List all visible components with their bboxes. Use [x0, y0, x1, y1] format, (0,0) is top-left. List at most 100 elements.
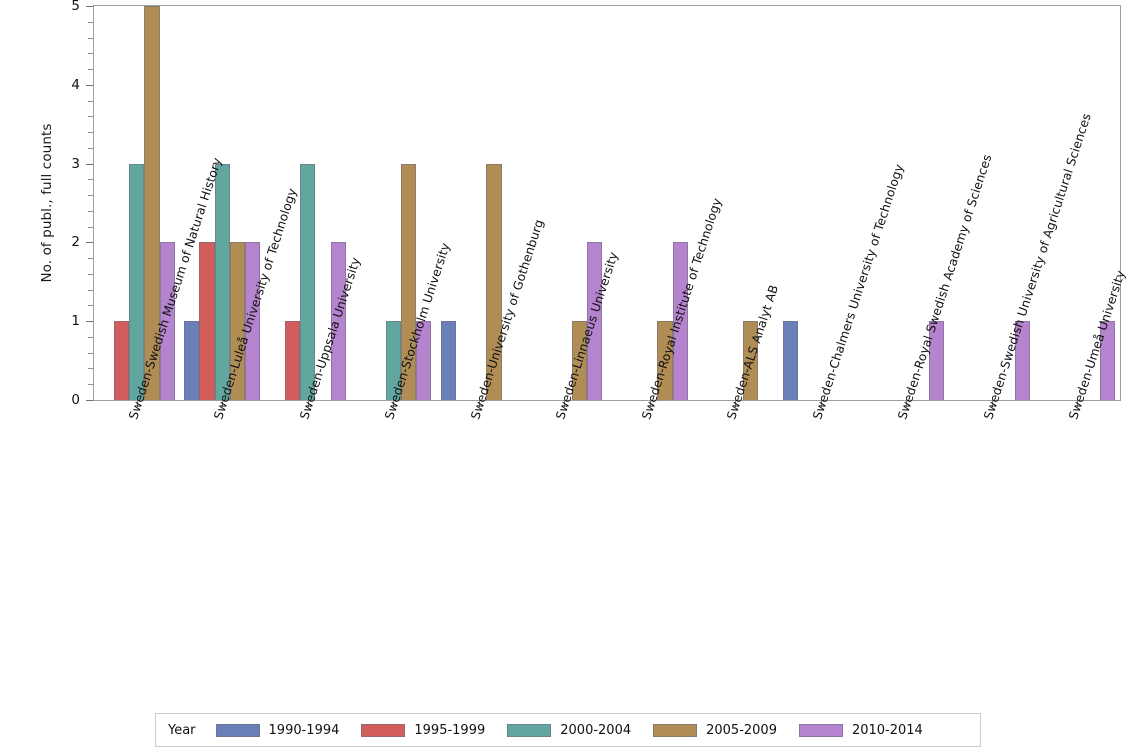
- legend-item[interactable]: 2005-2009: [653, 723, 777, 738]
- x-tick: [820, 401, 822, 407]
- y-tick-minor: [88, 305, 93, 307]
- x-tick: [478, 401, 480, 407]
- y-tick-minor: [88, 132, 93, 134]
- x-tick: [649, 401, 651, 407]
- y-tick-minor: [88, 195, 93, 197]
- bar: [1014, 321, 1030, 400]
- y-tick-minor: [88, 179, 93, 181]
- legend-item-label: 1990-1994: [268, 722, 340, 738]
- x-tick: [991, 401, 993, 407]
- y-tick-minor: [88, 352, 93, 354]
- y-tick-minor: [88, 116, 93, 118]
- legend-color-swatch: [507, 723, 552, 737]
- y-tick-label: 1: [71, 313, 80, 330]
- y-tick-minor: [88, 21, 93, 23]
- x-tick: [136, 401, 138, 407]
- legend-item[interactable]: 1995-1999: [361, 723, 485, 738]
- x-axis-category-label: Sweden-Swedish University of Agricultura…: [981, 111, 1094, 422]
- bar: [199, 242, 215, 400]
- y-tick-label: 4: [71, 76, 80, 93]
- legend-color-swatch: [361, 723, 406, 737]
- bar: [571, 321, 588, 400]
- y-tick-label: 2: [71, 234, 80, 251]
- bar: [440, 321, 456, 400]
- bar: [330, 242, 346, 400]
- bar: [129, 163, 145, 400]
- bar: [672, 242, 688, 400]
- legend-items: 1990-1994 1995-1999 2000-2004 2005-2009 2010…: [215, 722, 945, 738]
- y-tick-major: [86, 400, 93, 401]
- y-tick-minor: [88, 368, 93, 370]
- y-tick-minor: [88, 37, 93, 39]
- plot-area: [93, 5, 1121, 401]
- x-tick: [307, 401, 309, 407]
- legend-item[interactable]: 1990-1994: [215, 722, 340, 738]
- bar: [284, 321, 301, 400]
- y-tick-minor: [88, 226, 93, 228]
- bar: [245, 242, 261, 400]
- x-axis-category-label: Sweden-Luleå University of Technology: [211, 186, 300, 422]
- y-tick-minor: [88, 100, 93, 102]
- bar: [742, 321, 759, 400]
- bar: [657, 321, 673, 400]
- bar: [1100, 321, 1116, 400]
- x-axis-category-label: Sweden-Stockholm University: [382, 241, 454, 422]
- y-tick-minor: [88, 289, 93, 291]
- y-tick-major: [86, 163, 93, 165]
- bar: [300, 163, 316, 400]
- y-tick-minor: [88, 384, 93, 386]
- x-axis-category-label: Sweden-Royal Swedish Academy of Sciences: [895, 152, 995, 422]
- x-tick: [222, 401, 224, 407]
- bar: [159, 242, 175, 400]
- bar: [113, 321, 130, 400]
- legend-item[interactable]: 2000-2004: [507, 723, 631, 738]
- legend-title: Year: [168, 722, 196, 738]
- y-tick-major: [86, 84, 93, 86]
- bar: [416, 321, 432, 400]
- bars-container: [94, 6, 1120, 400]
- y-tick-minor: [88, 147, 93, 149]
- legend-item-label: 2010-2014: [851, 722, 923, 738]
- bar: [486, 163, 502, 400]
- y-tick-major: [86, 242, 93, 244]
- y-tick-label: 3: [71, 155, 80, 172]
- legend-item-label: 2000-2004: [560, 722, 632, 738]
- bar: [587, 242, 603, 400]
- y-tick-minor: [88, 273, 93, 275]
- bar: [214, 163, 230, 400]
- x-tick: [1077, 401, 1079, 407]
- x-axis-category-label: Sweden-Linnaeus University: [553, 250, 622, 422]
- x-axis-category-label: Sweden-University of Gothenburg: [468, 217, 547, 422]
- x-axis-category-label: Sweden-Royal Institute of Technology: [639, 196, 725, 422]
- y-tick-major: [86, 321, 93, 323]
- x-tick: [393, 401, 395, 407]
- legend-item-label: 1995-1999: [414, 722, 486, 738]
- x-tick: [906, 401, 908, 407]
- y-tick-label: 5: [71, 0, 80, 14]
- bar: [385, 321, 401, 400]
- bar: [184, 321, 200, 400]
- bar: [400, 163, 417, 400]
- x-axis-category-label: Sweden-ALS Analyt AB: [724, 283, 782, 422]
- x-axis-labels: Sweden-Swedish Museum of Natural History…: [126, 111, 1129, 422]
- y-tick-minor: [88, 69, 93, 71]
- legend: Year 1990-1994 1995-1999 2000-2004 2005-200…: [155, 713, 981, 747]
- x-axis-category-label: Sweden-Umeå University: [1066, 268, 1129, 422]
- legend-color-swatch: [653, 723, 698, 737]
- x-axis-category-label: Sweden-Uppsala University: [297, 255, 363, 422]
- legend-item[interactable]: 2010-2014: [798, 722, 923, 738]
- y-tick-label: 0: [71, 392, 80, 408]
- x-axis-category-label: Sweden-Chalmers University of Technology: [810, 162, 907, 422]
- legend-item-label: 2005-2009: [706, 722, 777, 738]
- legend-color-swatch: [798, 723, 843, 737]
- legend-color-swatch: [215, 723, 260, 737]
- bar: [929, 321, 945, 400]
- y-tick-minor: [88, 210, 93, 212]
- y-tick-minor: [88, 258, 93, 260]
- x-axis-category-label: Sweden-Swedish Museum of Natural History: [126, 156, 225, 422]
- bar: [229, 242, 246, 400]
- x-tick: [735, 401, 737, 407]
- bar: [144, 6, 160, 400]
- y-tick-minor: [88, 53, 93, 55]
